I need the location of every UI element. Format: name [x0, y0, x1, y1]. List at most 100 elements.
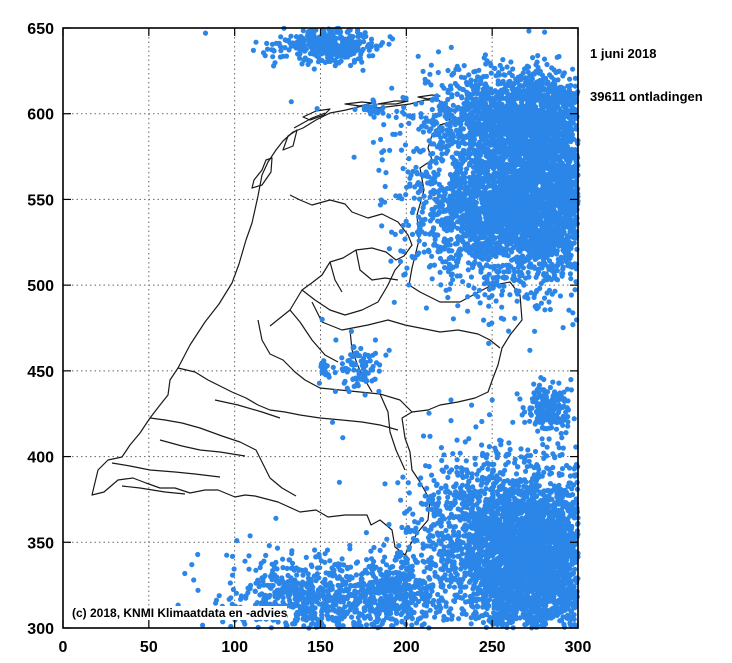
- discharge-point: [568, 245, 574, 251]
- discharge-point: [260, 50, 267, 56]
- discharge-point: [278, 48, 284, 54]
- discharge-point: [532, 82, 539, 88]
- discharge-point: [528, 109, 534, 115]
- discharge-point: [445, 87, 451, 93]
- discharge-point: [327, 30, 333, 36]
- discharge-point: [286, 47, 292, 53]
- discharge-point: [465, 200, 471, 206]
- discharge-point: [543, 251, 549, 257]
- discharge-point: [511, 96, 518, 102]
- discharge-point: [439, 151, 445, 157]
- discharge-point: [443, 208, 449, 214]
- discharge-point: [438, 145, 444, 151]
- discharge-point: [270, 54, 276, 60]
- discharge-point: [473, 254, 479, 260]
- discharge-point: [476, 67, 482, 73]
- discharge-point: [542, 307, 548, 313]
- discharge-point: [525, 269, 531, 276]
- discharge-point: [447, 171, 453, 178]
- discharge-point: [499, 292, 505, 298]
- discharge-point: [470, 197, 476, 203]
- discharge-point: [441, 246, 447, 252]
- discharge-point: [406, 120, 412, 126]
- discharge-point: [500, 274, 506, 281]
- discharge-point: [514, 298, 520, 304]
- discharge-point: [462, 174, 468, 180]
- discharge-point: [440, 259, 446, 265]
- discharge-point: [462, 141, 468, 147]
- discharge-point: [448, 137, 454, 143]
- discharge-point: [453, 127, 460, 133]
- discharge-point: [447, 215, 453, 221]
- discharge-point: [505, 130, 511, 136]
- discharge-point: [428, 141, 435, 147]
- discharge-point: [525, 64, 532, 70]
- discharge-point: [264, 40, 270, 47]
- discharge-point: [411, 148, 417, 154]
- discharge-point: [496, 102, 502, 108]
- discharge-point: [462, 75, 468, 81]
- discharge-point: [400, 165, 406, 172]
- discharge-point: [476, 287, 482, 293]
- discharge-point: [377, 202, 383, 208]
- discharge-point: [484, 173, 490, 179]
- discharge-point: [485, 160, 491, 166]
- discharge-point: [491, 205, 497, 211]
- discharge-point: [362, 29, 368, 36]
- discharge-point: [423, 124, 429, 130]
- discharge-point: [501, 72, 507, 78]
- discharge-point: [349, 42, 355, 48]
- discharge-point: [466, 183, 473, 189]
- discharge-point: [514, 179, 520, 185]
- discharge-point: [483, 110, 489, 116]
- discharge-point: [506, 328, 512, 334]
- discharge-point: [487, 183, 493, 189]
- discharge-point: [379, 149, 385, 155]
- discharge-point: [386, 113, 392, 119]
- discharge-point: [416, 238, 422, 244]
- discharge-point: [418, 114, 424, 120]
- discharge-point: [518, 77, 524, 83]
- discharge-point: [455, 233, 461, 240]
- discharge-point: [498, 121, 504, 127]
- discharge-point: [414, 229, 420, 235]
- discharge-point: [532, 328, 538, 334]
- discharge-point: [449, 248, 455, 254]
- discharge-point: [541, 295, 548, 301]
- discharge-point: [427, 194, 433, 200]
- discharge-point: [482, 292, 488, 298]
- discharge-point: [443, 110, 449, 116]
- discharge-point: [383, 170, 389, 176]
- discharge-point: [472, 259, 478, 265]
- discharge-point: [488, 70, 494, 76]
- discharge-point: [355, 33, 361, 40]
- discharge-point: [438, 282, 444, 288]
- discharge-point: [572, 83, 578, 89]
- discharge-point: [485, 139, 491, 145]
- discharge-point: [479, 116, 485, 122]
- discharge-point: [465, 219, 471, 225]
- discharge-point: [527, 247, 534, 254]
- discharge-point: [516, 227, 522, 233]
- discharge-point: [448, 254, 454, 260]
- discharge-point: [429, 106, 435, 113]
- discharge-point: [532, 256, 538, 262]
- discharge-point: [452, 241, 458, 247]
- discharge-point: [430, 132, 437, 138]
- discharge-point: [414, 181, 421, 187]
- discharge-point: [435, 112, 442, 118]
- discharge-point: [484, 251, 490, 257]
- discharge-point: [454, 63, 460, 69]
- discharge-point: [301, 37, 307, 44]
- discharge-point: [380, 110, 386, 116]
- discharge-point: [476, 218, 482, 224]
- discharge-point: [443, 241, 449, 247]
- discharge-point: [370, 139, 376, 145]
- discharge-point: [516, 262, 522, 268]
- discharge-point: [338, 58, 344, 64]
- discharge-point: [295, 51, 301, 57]
- discharge-point: [382, 183, 388, 190]
- discharge-point: [553, 211, 559, 217]
- discharge-point: [355, 56, 361, 62]
- discharge-point: [454, 91, 460, 97]
